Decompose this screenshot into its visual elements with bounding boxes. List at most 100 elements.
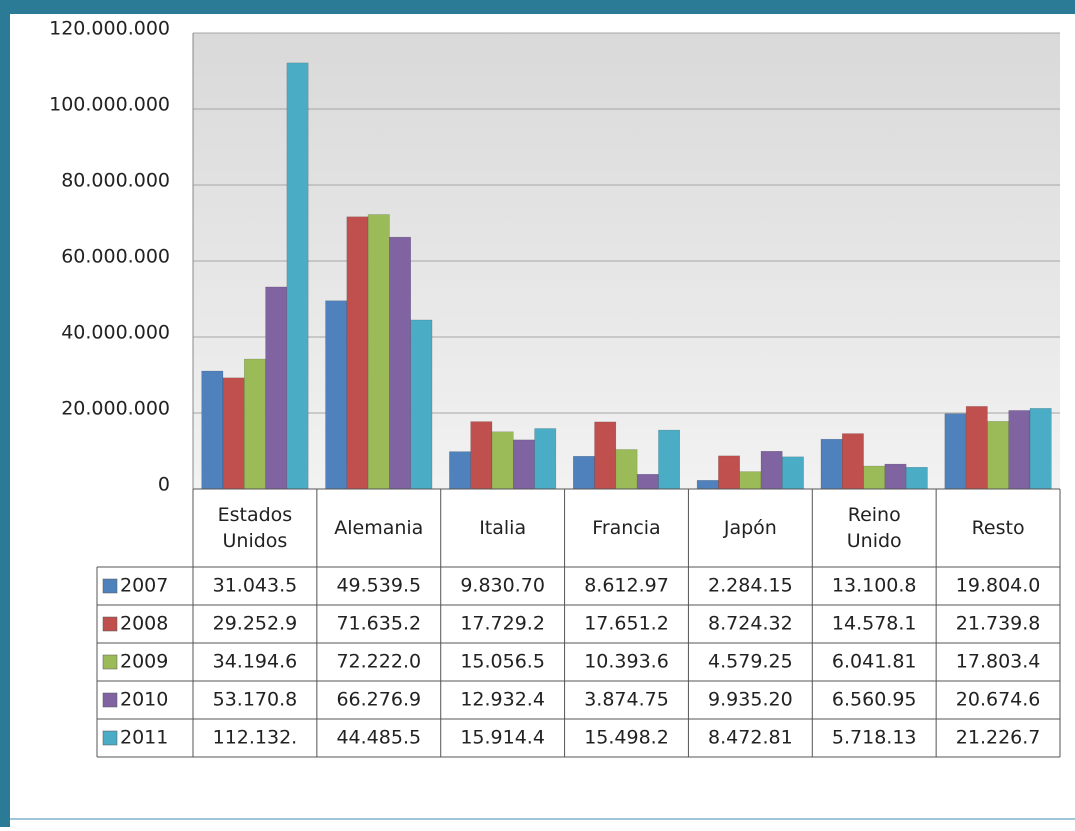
category-line: Reino <box>848 504 901 526</box>
bar <box>222 377 245 490</box>
legend-label: 2009 <box>120 651 168 673</box>
bar <box>944 413 967 490</box>
table-value: 71.635.2 <box>336 613 421 635</box>
bar <box>820 438 843 490</box>
bar <box>842 433 864 490</box>
y-tick-label: 80.000.000 <box>61 170 170 192</box>
bar <box>1029 408 1052 490</box>
table-value: 8.612.97 <box>584 575 669 597</box>
y-tick-label: 20.000.000 <box>61 398 170 420</box>
legend-swatch <box>102 692 118 708</box>
bar <box>201 370 224 490</box>
bar <box>987 421 1009 490</box>
category-line: Unidos <box>223 530 288 552</box>
category-line: Estados <box>218 504 293 526</box>
bar <box>615 449 638 490</box>
category-label: Francia <box>592 517 660 539</box>
category-line: Alemania <box>334 517 423 539</box>
table-value: 29.252.9 <box>213 613 298 635</box>
bar <box>594 421 617 490</box>
table-value: 10.393.6 <box>584 651 669 673</box>
bottom-border <box>10 818 1075 820</box>
bar <box>965 406 988 490</box>
bar <box>286 62 309 490</box>
category-label: Alemania <box>334 517 423 539</box>
bar <box>884 463 907 490</box>
table-value: 6.041.81 <box>832 651 917 673</box>
category-label: Italia <box>479 517 526 539</box>
bar <box>573 456 595 490</box>
bar <box>346 216 369 490</box>
bar <box>389 236 411 490</box>
table-value: 49.539.5 <box>336 575 421 597</box>
legend-label: 2008 <box>120 613 168 635</box>
category-line: Francia <box>592 517 660 539</box>
table-value: 15.914.4 <box>460 727 545 749</box>
bar <box>410 319 433 490</box>
bar <box>636 474 659 490</box>
table-value: 8.472.81 <box>708 727 793 749</box>
table-value: 19.804.0 <box>956 575 1041 597</box>
bar <box>658 429 681 490</box>
legend-label: 2010 <box>120 689 168 711</box>
legend-swatch <box>102 616 118 632</box>
top-border <box>0 0 1075 14</box>
table-value: 14.578.1 <box>832 613 917 635</box>
y-tick-label: 100.000.000 <box>49 94 170 116</box>
legend-swatch <box>102 654 118 670</box>
table-value: 17.729.2 <box>460 613 545 635</box>
bar <box>470 421 493 490</box>
legend-swatch <box>102 730 118 746</box>
bar <box>449 451 471 490</box>
bar <box>513 439 535 490</box>
table-value: 20.674.6 <box>956 689 1041 711</box>
table-value: 66.276.9 <box>336 689 421 711</box>
table-value: 17.803.4 <box>956 651 1041 673</box>
table-value: 5.718.13 <box>832 727 917 749</box>
bar <box>1008 410 1031 490</box>
table-value: 8.724.32 <box>708 613 793 635</box>
category-line: Unido <box>847 530 902 552</box>
y-tick-label: 120.000.000 <box>49 18 170 40</box>
bar <box>760 450 783 490</box>
table-value: 21.739.8 <box>956 613 1041 635</box>
bar <box>367 214 390 490</box>
bar <box>265 286 288 490</box>
category-label: Resto <box>972 517 1025 539</box>
bar <box>718 455 740 490</box>
bar <box>905 467 928 490</box>
table-value: 72.222.0 <box>336 651 421 673</box>
table-value: 17.651.2 <box>584 613 669 635</box>
legend-label: 2007 <box>120 575 168 597</box>
category-line: Japón <box>723 517 777 539</box>
bar <box>782 456 804 490</box>
table-value: 15.498.2 <box>584 727 669 749</box>
legend-swatch <box>102 578 118 594</box>
category-label: Estados Unidos <box>218 504 293 552</box>
bar <box>325 300 348 490</box>
category-line: Resto <box>972 517 1025 539</box>
bar <box>696 480 719 490</box>
table-value: 13.100.8 <box>832 575 917 597</box>
table-value: 34.194.6 <box>213 651 298 673</box>
y-tick-label: 0 <box>158 474 170 496</box>
table-value: 3.874.75 <box>584 689 669 711</box>
table-value: 21.226.7 <box>956 727 1041 749</box>
category-line: Italia <box>479 517 526 539</box>
category-label: Japón <box>723 517 777 539</box>
bar <box>863 465 886 490</box>
table-value: 2.284.15 <box>708 575 793 597</box>
left-border <box>0 0 10 827</box>
y-tick-label: 40.000.000 <box>61 322 170 344</box>
table-value: 44.485.5 <box>336 727 421 749</box>
table-value: 15.056.5 <box>460 651 545 673</box>
y-tick-label: 60.000.000 <box>61 246 170 268</box>
table-value: 112.132. <box>213 727 298 749</box>
table-value: 9.935.20 <box>708 689 793 711</box>
table-value: 6.560.95 <box>832 689 917 711</box>
bar <box>491 431 514 490</box>
bar <box>739 471 762 490</box>
table-value: 12.932.4 <box>460 689 545 711</box>
